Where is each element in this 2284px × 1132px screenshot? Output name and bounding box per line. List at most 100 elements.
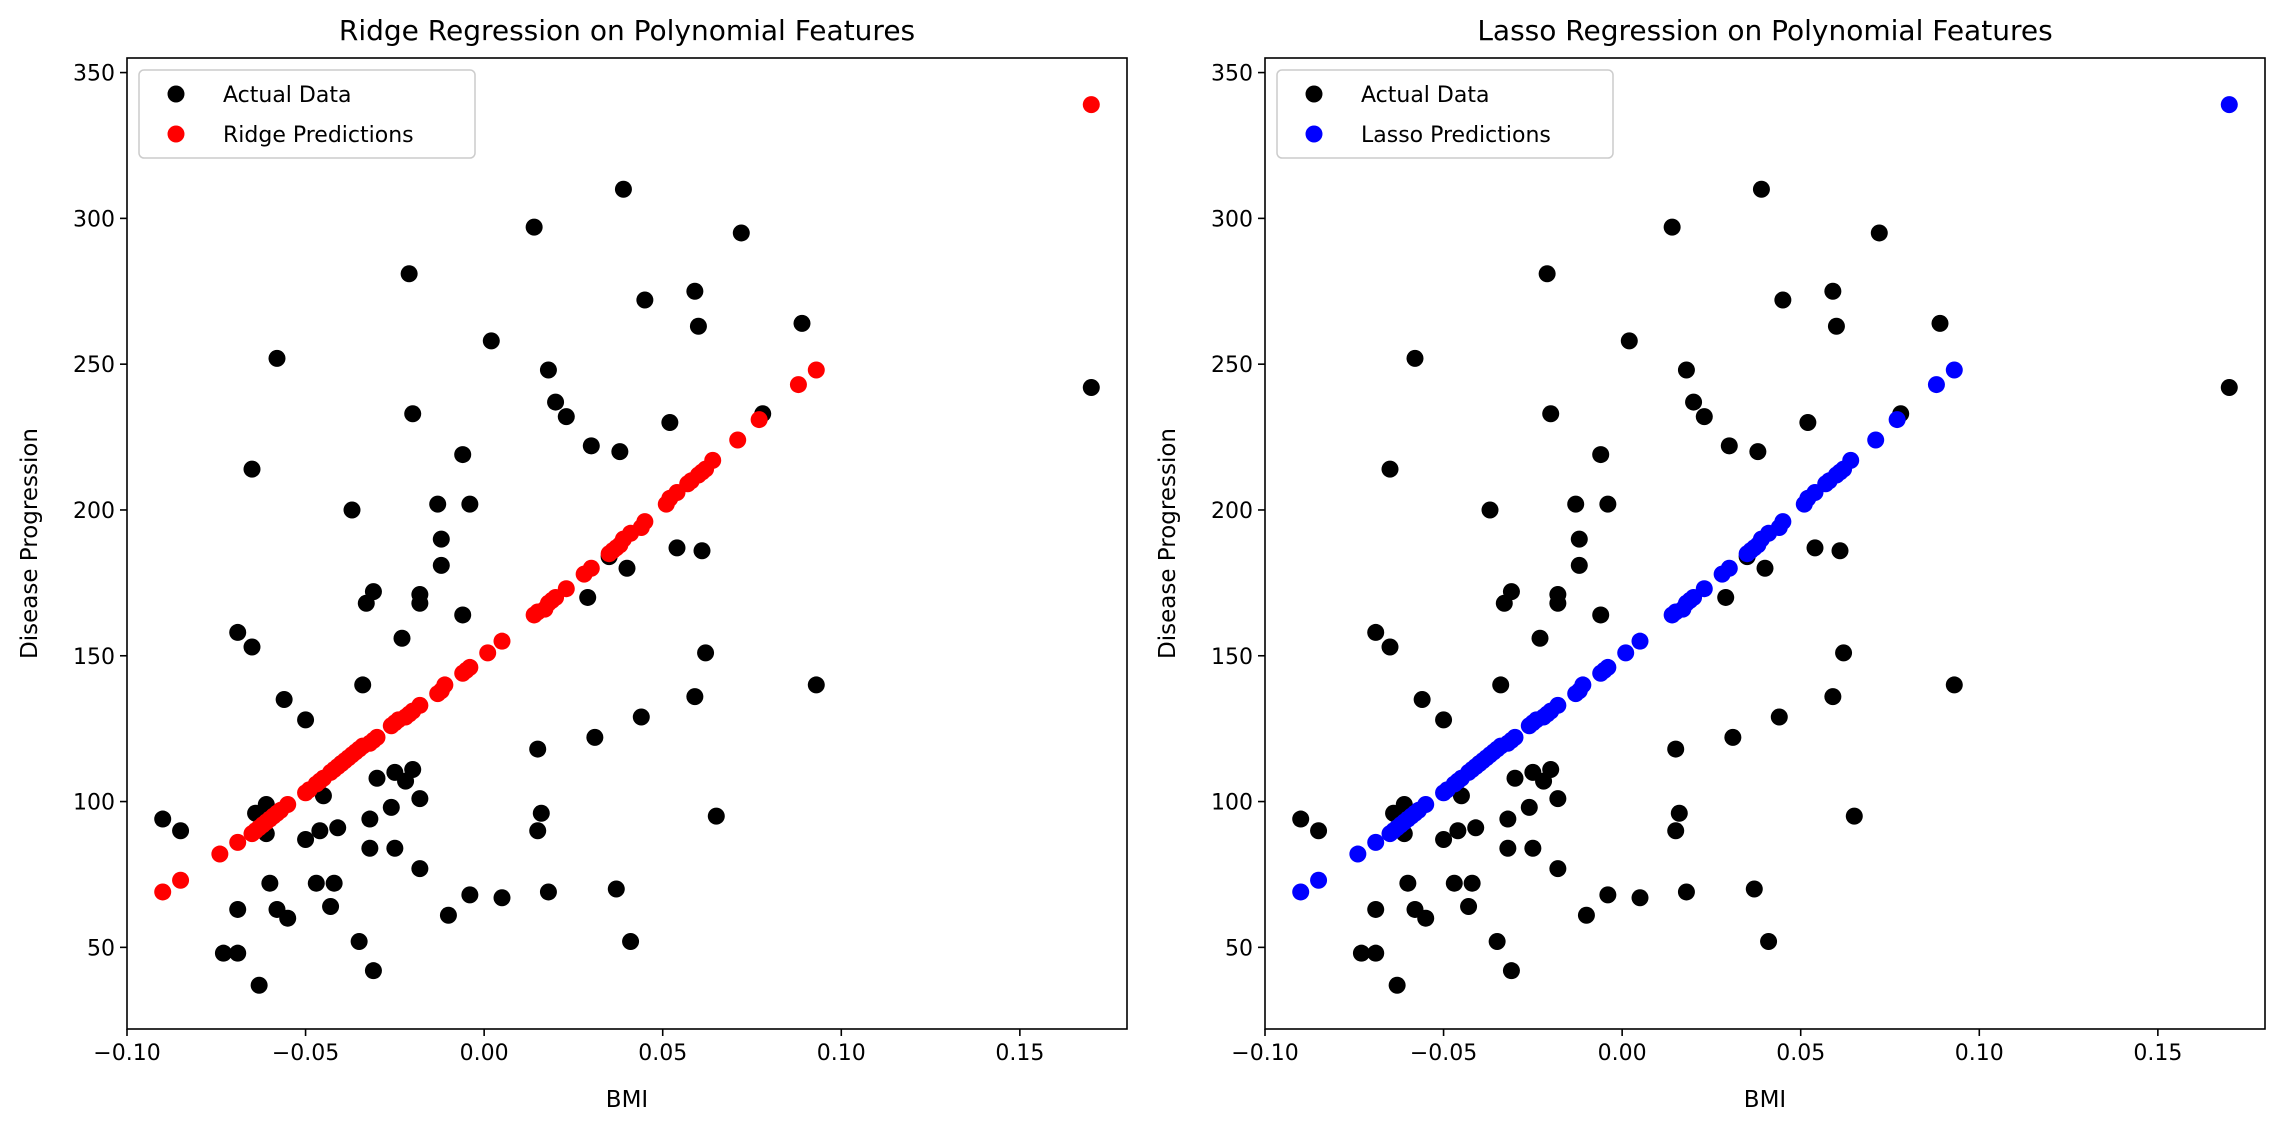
actual-data-point <box>1310 822 1328 840</box>
legend-marker <box>167 125 185 143</box>
actual-data-point <box>1931 314 1949 332</box>
actual-data-point <box>582 437 600 455</box>
lasso-legend: Actual Data Lasso Predictions <box>1276 69 1614 159</box>
prediction-point <box>636 513 654 531</box>
actual-data-point <box>1599 886 1617 904</box>
actual-data-point <box>343 501 361 519</box>
actual-data-point <box>1367 623 1385 641</box>
y-axis-label: Disease Progression <box>17 428 43 659</box>
y-tick-label: 350 <box>1211 62 1253 87</box>
actual-data-point <box>1481 501 1499 519</box>
y-tick-label: 200 <box>1211 499 1253 524</box>
x-tick-label: 0.15 <box>2133 1041 2182 1066</box>
actual-data-point <box>1749 443 1767 461</box>
actual-data-point <box>807 676 825 694</box>
actual-data-point <box>1417 909 1435 927</box>
y-tick-label: 50 <box>87 936 115 961</box>
actual-data-point <box>557 408 575 426</box>
actual-data-point <box>689 317 707 335</box>
x-tick-label: −0.05 <box>1410 1041 1477 1066</box>
prediction-point <box>1631 632 1649 650</box>
actual-data-point <box>454 446 472 464</box>
actual-data-point <box>707 807 725 825</box>
prediction-point <box>1549 696 1567 714</box>
prediction-point <box>368 728 386 746</box>
actual-data-point <box>1381 638 1399 656</box>
actual-data-point <box>311 822 329 840</box>
actual-data-point <box>482 332 500 350</box>
actual-data-point <box>439 906 457 924</box>
actual-data-point <box>1770 708 1788 726</box>
actual-data-point <box>393 629 411 647</box>
lasso-series-actual-data <box>1292 180 2238 994</box>
prediction-point <box>750 411 768 429</box>
actual-data-point <box>1435 830 1453 848</box>
ridge-chart-title: Ridge Regression on Polynomial Features <box>339 14 915 47</box>
actual-data-point <box>386 839 404 857</box>
prediction-point <box>1842 451 1860 469</box>
actual-data-point <box>2220 378 2238 396</box>
prediction-point <box>1417 795 1435 813</box>
actual-data-point <box>525 218 543 236</box>
prediction-point <box>729 431 747 449</box>
actual-data-point <box>411 790 429 808</box>
actual-data-point <box>350 933 368 951</box>
actual-data-point <box>307 874 325 892</box>
actual-data-point <box>1549 594 1567 612</box>
prediction-point <box>1599 658 1617 676</box>
prediction-point <box>1695 580 1713 598</box>
actual-data-point <box>579 588 597 606</box>
actual-data-point <box>693 542 711 560</box>
actual-data-point <box>1724 728 1742 746</box>
actual-data-point <box>636 291 654 309</box>
y-tick-label: 250 <box>73 353 115 378</box>
actual-data-point <box>1549 860 1567 878</box>
actual-data-point <box>1488 933 1506 951</box>
actual-data-point <box>279 909 297 927</box>
actual-data-point <box>1449 822 1467 840</box>
actual-data-point <box>1827 317 1845 335</box>
actual-data-point <box>1835 644 1853 662</box>
actual-data-point <box>1806 539 1824 557</box>
actual-data-point <box>1463 874 1481 892</box>
x-tick-label: −0.05 <box>272 1041 339 1066</box>
prediction-point <box>1574 676 1592 694</box>
x-tick-label: 0.00 <box>460 1041 509 1066</box>
actual-data-point <box>793 314 811 332</box>
legend-marker <box>167 85 185 103</box>
actual-data-point <box>322 898 340 916</box>
actual-data-point <box>1670 804 1688 822</box>
prediction-point <box>1506 728 1524 746</box>
prediction-point <box>1867 431 1885 449</box>
x-tick-label: 0.05 <box>638 1041 687 1066</box>
actual-data-point <box>354 676 372 694</box>
actual-data-point <box>364 583 382 601</box>
ridge-chart-panel: −0.10 −0.05 0.00 0.05 0.10 0.15 50 100 150 200 250… <box>17 14 1128 1113</box>
x-tick-label: −0.10 <box>93 1041 160 1066</box>
actual-data-point <box>607 880 625 898</box>
actual-data-point <box>1542 405 1560 423</box>
actual-data-point <box>229 900 247 918</box>
prediction-point <box>1927 376 1945 394</box>
prediction-point <box>1945 361 1963 379</box>
actual-data-point <box>429 495 447 513</box>
actual-data-point <box>1567 495 1585 513</box>
actual-data-point <box>1945 676 1963 694</box>
actual-data-point <box>1592 446 1610 464</box>
actual-data-point <box>1502 962 1520 980</box>
actual-data-point <box>529 822 547 840</box>
actual-data-point <box>1717 588 1735 606</box>
actual-data-point <box>229 944 247 962</box>
actual-data-point <box>539 361 557 379</box>
legend-label: Ridge Predictions <box>223 123 414 148</box>
prediction-point <box>154 883 172 901</box>
actual-data-point <box>1677 883 1695 901</box>
x-tick-label: −0.10 <box>1231 1041 1298 1066</box>
prediction-point <box>172 871 190 889</box>
lasso-axes-frame <box>1264 57 2266 1030</box>
actual-data-point <box>1831 542 1849 560</box>
actual-data-point <box>732 224 750 242</box>
actual-data-point <box>1367 900 1385 918</box>
prediction-point <box>493 632 511 650</box>
actual-data-point <box>618 559 636 577</box>
